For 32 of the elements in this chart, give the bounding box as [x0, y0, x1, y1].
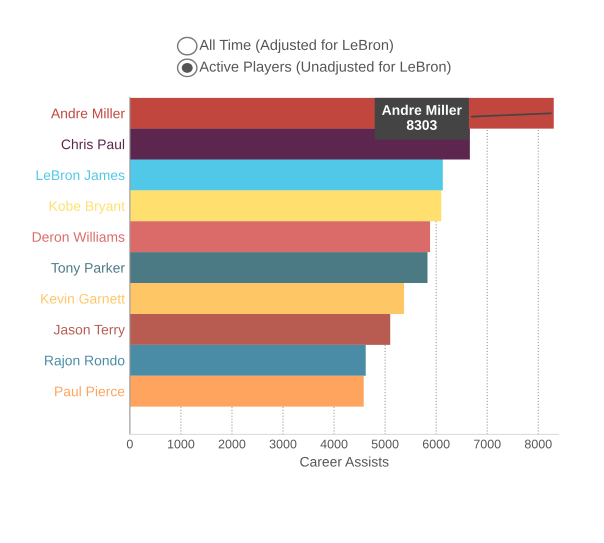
x-axis-title: Career Assists: [300, 456, 389, 467]
bar: [130, 160, 443, 190]
y-tick-label: Deron Williams: [32, 232, 124, 242]
y-tick-label: Kevin Garnett: [41, 293, 125, 304]
x-tick-label: 4000: [320, 440, 348, 448]
y-tick-label: Andre Miller: [50, 108, 125, 118]
bar: [130, 314, 390, 345]
y-tick-label: LeBron James: [36, 170, 125, 180]
y-tick-label: Jason Terry: [54, 324, 125, 338]
y-tick-label: Tony Parker: [51, 262, 125, 276]
x-tick-label: 3000: [270, 440, 296, 448]
bar: [130, 376, 364, 407]
y-tick-label: Chris Paul: [62, 139, 124, 150]
x-tick-label: 5000: [372, 440, 399, 448]
x-tick-label: 2000: [218, 440, 246, 448]
text: All Time (Adjusted for LeBron): [199, 39, 393, 53]
y-tick-label: Rajon Rondo: [45, 355, 124, 368]
y-tick-label: Paul Pierce: [55, 386, 124, 396]
bar: [130, 190, 442, 222]
x-tick-label: 0: [126, 440, 133, 448]
bar: [130, 344, 366, 376]
annotation: Andre Miller 8303: [382, 104, 462, 130]
bar: [130, 252, 428, 284]
x-tick-label: 7000: [474, 440, 501, 448]
bar: [130, 128, 470, 160]
x-tick-label: 6000: [422, 440, 450, 448]
x-tick-label: 8000: [524, 440, 552, 448]
bar: [130, 221, 430, 252]
bar: [130, 283, 404, 314]
x-tick-label: 1000: [168, 440, 194, 448]
y-tick-label: Kobe Bryant: [50, 200, 125, 214]
text: Active Players (Unadjusted for LeBron): [199, 61, 450, 75]
